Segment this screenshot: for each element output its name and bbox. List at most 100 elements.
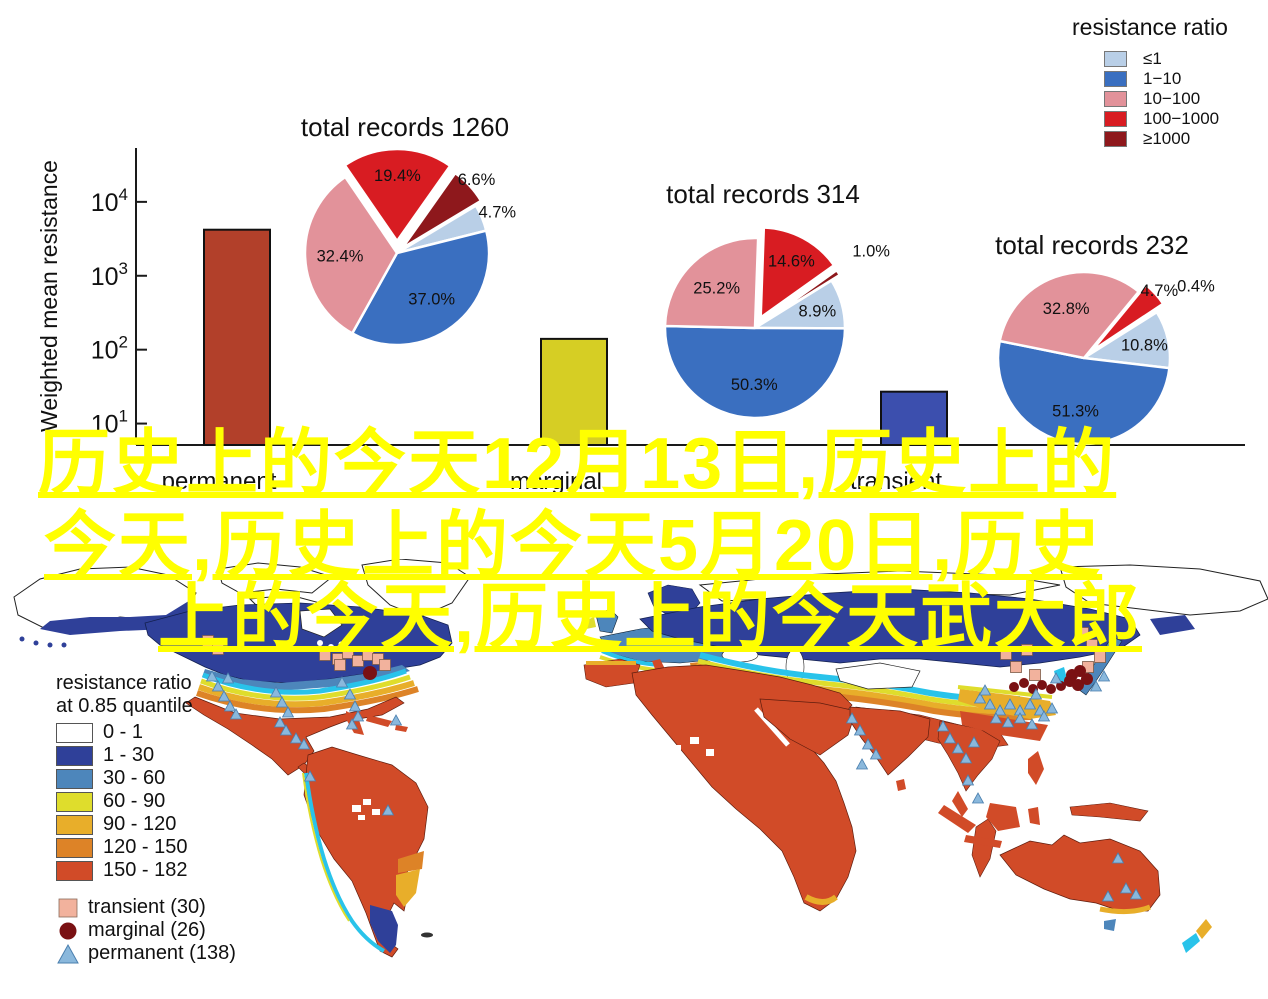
y-tick-label: 103 bbox=[91, 259, 128, 291]
map-region-africa bbox=[632, 665, 856, 911]
map-legend-class-label: 0 - 1 bbox=[103, 721, 143, 744]
map-legend-class-label: 90 - 120 bbox=[103, 813, 176, 836]
map-legend-class-row: 0 - 1 bbox=[56, 721, 286, 744]
map-legend-class-label: 30 - 60 bbox=[103, 767, 165, 790]
map-region-nz-south bbox=[1182, 933, 1200, 953]
ratio-legend-swatch bbox=[1104, 91, 1127, 107]
pie-slice-label: 0.4% bbox=[1177, 278, 1215, 296]
marginal-marker bbox=[1046, 684, 1056, 694]
map-legend-marker-label: permanent (138) bbox=[88, 942, 236, 965]
pie-slice-label: 32.8% bbox=[1043, 300, 1090, 318]
ratio-legend-label: ≥1000 bbox=[1143, 129, 1190, 149]
square-marker-icon bbox=[56, 897, 82, 919]
pie-slice-label: 37.0% bbox=[408, 290, 455, 308]
marginal-marker bbox=[1081, 673, 1093, 685]
map-legend-class-row: 90 - 120 bbox=[56, 813, 286, 836]
map-region-siberia-patch bbox=[1150, 615, 1195, 635]
resistance-ratio-legend-title: resistance ratio bbox=[1072, 14, 1262, 41]
ratio-legend-label: 10−100 bbox=[1143, 89, 1200, 109]
map-region-new-guinea bbox=[1070, 803, 1148, 821]
ratio-legend-row: 10−100 bbox=[1104, 89, 1262, 109]
map-legend-marker-rows: transient (30)marginal (26)permanent (13… bbox=[56, 896, 286, 965]
ratio-legend-swatch bbox=[1104, 71, 1127, 87]
map-legend-swatch bbox=[56, 838, 93, 858]
map-region-nz-north bbox=[1196, 919, 1212, 939]
map-legend: resistance ratio at 0.85 quantile 0 - 11… bbox=[56, 672, 286, 965]
map-region-cuba bbox=[366, 715, 392, 727]
y-tick-label: 104 bbox=[91, 185, 128, 217]
pie-slice-label: 14.6% bbox=[768, 252, 815, 270]
map-region-philippines bbox=[1028, 751, 1044, 785]
pie-title: total records 1260 bbox=[301, 112, 509, 142]
map-legend-swatch bbox=[56, 746, 93, 766]
y-tick-label: 102 bbox=[91, 333, 128, 365]
ratio-legend-swatch bbox=[1104, 131, 1127, 147]
map-legend-class-row: 30 - 60 bbox=[56, 767, 286, 790]
permanent-marker bbox=[857, 759, 868, 769]
map-legend-swatch bbox=[56, 861, 93, 881]
map-legend-title-line2: at 0.85 quantile bbox=[56, 695, 286, 718]
marginal-marker bbox=[1037, 680, 1047, 690]
marginal-marker bbox=[363, 666, 377, 680]
pie-slice-label: 50.3% bbox=[731, 376, 778, 394]
permanent-marker bbox=[391, 715, 402, 725]
pie-slice-label: 10.8% bbox=[1121, 336, 1168, 354]
map-region-sulawesi bbox=[1028, 807, 1040, 825]
circle-marker-icon bbox=[56, 920, 82, 942]
marginal-marker bbox=[1019, 678, 1029, 688]
map-region-sumatra bbox=[938, 805, 976, 833]
transient-marker bbox=[1030, 670, 1041, 681]
marginal-marker bbox=[1009, 682, 1019, 692]
map-legend-class-row: 60 - 90 bbox=[56, 790, 286, 813]
ratio-legend-swatch bbox=[1104, 111, 1127, 127]
map-legend-swatch bbox=[56, 792, 93, 812]
map-legend-class-label: 120 - 150 bbox=[103, 836, 188, 859]
watermark-line-3: 上的今天,历史上的今天武大郎 bbox=[158, 558, 1142, 663]
map-legend-class-label: 60 - 90 bbox=[103, 790, 165, 813]
ratio-legend-label: 1−10 bbox=[1143, 69, 1181, 89]
map-region-hispaniola bbox=[395, 725, 408, 732]
map-region-tasmania bbox=[1104, 919, 1116, 931]
ratio-legend-row: ≤1 bbox=[1104, 49, 1262, 69]
resistance-ratio-legend-rows: ≤11−1010−100100−1000≥1000 bbox=[1062, 49, 1262, 149]
triangle-marker-icon bbox=[56, 943, 82, 965]
pie-title: total records 232 bbox=[995, 230, 1189, 260]
y-axis-title: Weighted mean resistance bbox=[36, 160, 62, 432]
map-legend-swatch bbox=[56, 723, 93, 743]
pie-slice-label: 4.7% bbox=[478, 203, 516, 221]
map-legend-swatch bbox=[56, 815, 93, 835]
map-legend-marker-row: transient (30) bbox=[56, 896, 286, 919]
ratio-legend-row: 100−1000 bbox=[1104, 109, 1262, 129]
pie-slice-label: 1.0% bbox=[852, 243, 890, 261]
transient-marker bbox=[1011, 662, 1022, 673]
map-legend-class-label: 150 - 182 bbox=[103, 859, 188, 882]
map-legend-class-label: 1 - 30 bbox=[103, 744, 154, 767]
pie-slice-label: 32.4% bbox=[317, 248, 364, 266]
pie-slice-label: 19.4% bbox=[374, 167, 421, 185]
pie-slice-label: 6.6% bbox=[458, 171, 496, 189]
ratio-legend-row: 1−10 bbox=[1104, 69, 1262, 89]
map-region-madagascar bbox=[972, 819, 996, 877]
ratio-legend-label: 100−1000 bbox=[1143, 109, 1219, 129]
map-legend-title-line1: resistance ratio bbox=[56, 672, 286, 695]
map-legend-marker-label: marginal (26) bbox=[88, 919, 206, 942]
pie-slice-label: 8.9% bbox=[799, 302, 837, 320]
map-legend-class-row: 120 - 150 bbox=[56, 836, 286, 859]
pie-slice-label: 4.7% bbox=[1141, 282, 1179, 300]
map-region-sri-lanka bbox=[896, 779, 906, 791]
pie-chart-1: total records 1260 19.4% 6.6% 4.7% 37.0% 32.4… bbox=[301, 112, 516, 345]
map-legend-class-row: 1 - 30 bbox=[56, 744, 286, 767]
map-legend-class-row: 150 - 182 bbox=[56, 859, 286, 882]
pie-slice-label: 25.2% bbox=[693, 279, 740, 297]
map-legend-marker-label: transient (30) bbox=[88, 896, 206, 919]
figure-canvas: 104103102101Weighted mean resistanceperm… bbox=[0, 0, 1268, 999]
resistance-ratio-legend: resistance ratio ≤11−1010−100100−1000≥10… bbox=[1062, 14, 1262, 149]
map-legend-swatch bbox=[56, 769, 93, 789]
map-legend-class-rows: 0 - 11 - 3030 - 6060 - 9090 - 120120 - 1… bbox=[56, 721, 286, 882]
ratio-legend-row: ≥1000 bbox=[1104, 129, 1262, 149]
map-region-australia bbox=[1000, 835, 1160, 911]
pie-chart-2: total records 31414.6%1.0%8.9%50.3%25.2% bbox=[665, 179, 890, 418]
ratio-legend-label: ≤1 bbox=[1143, 49, 1162, 69]
permanent-marker bbox=[973, 793, 984, 803]
map-legend-marker-row: marginal (26) bbox=[56, 919, 286, 942]
